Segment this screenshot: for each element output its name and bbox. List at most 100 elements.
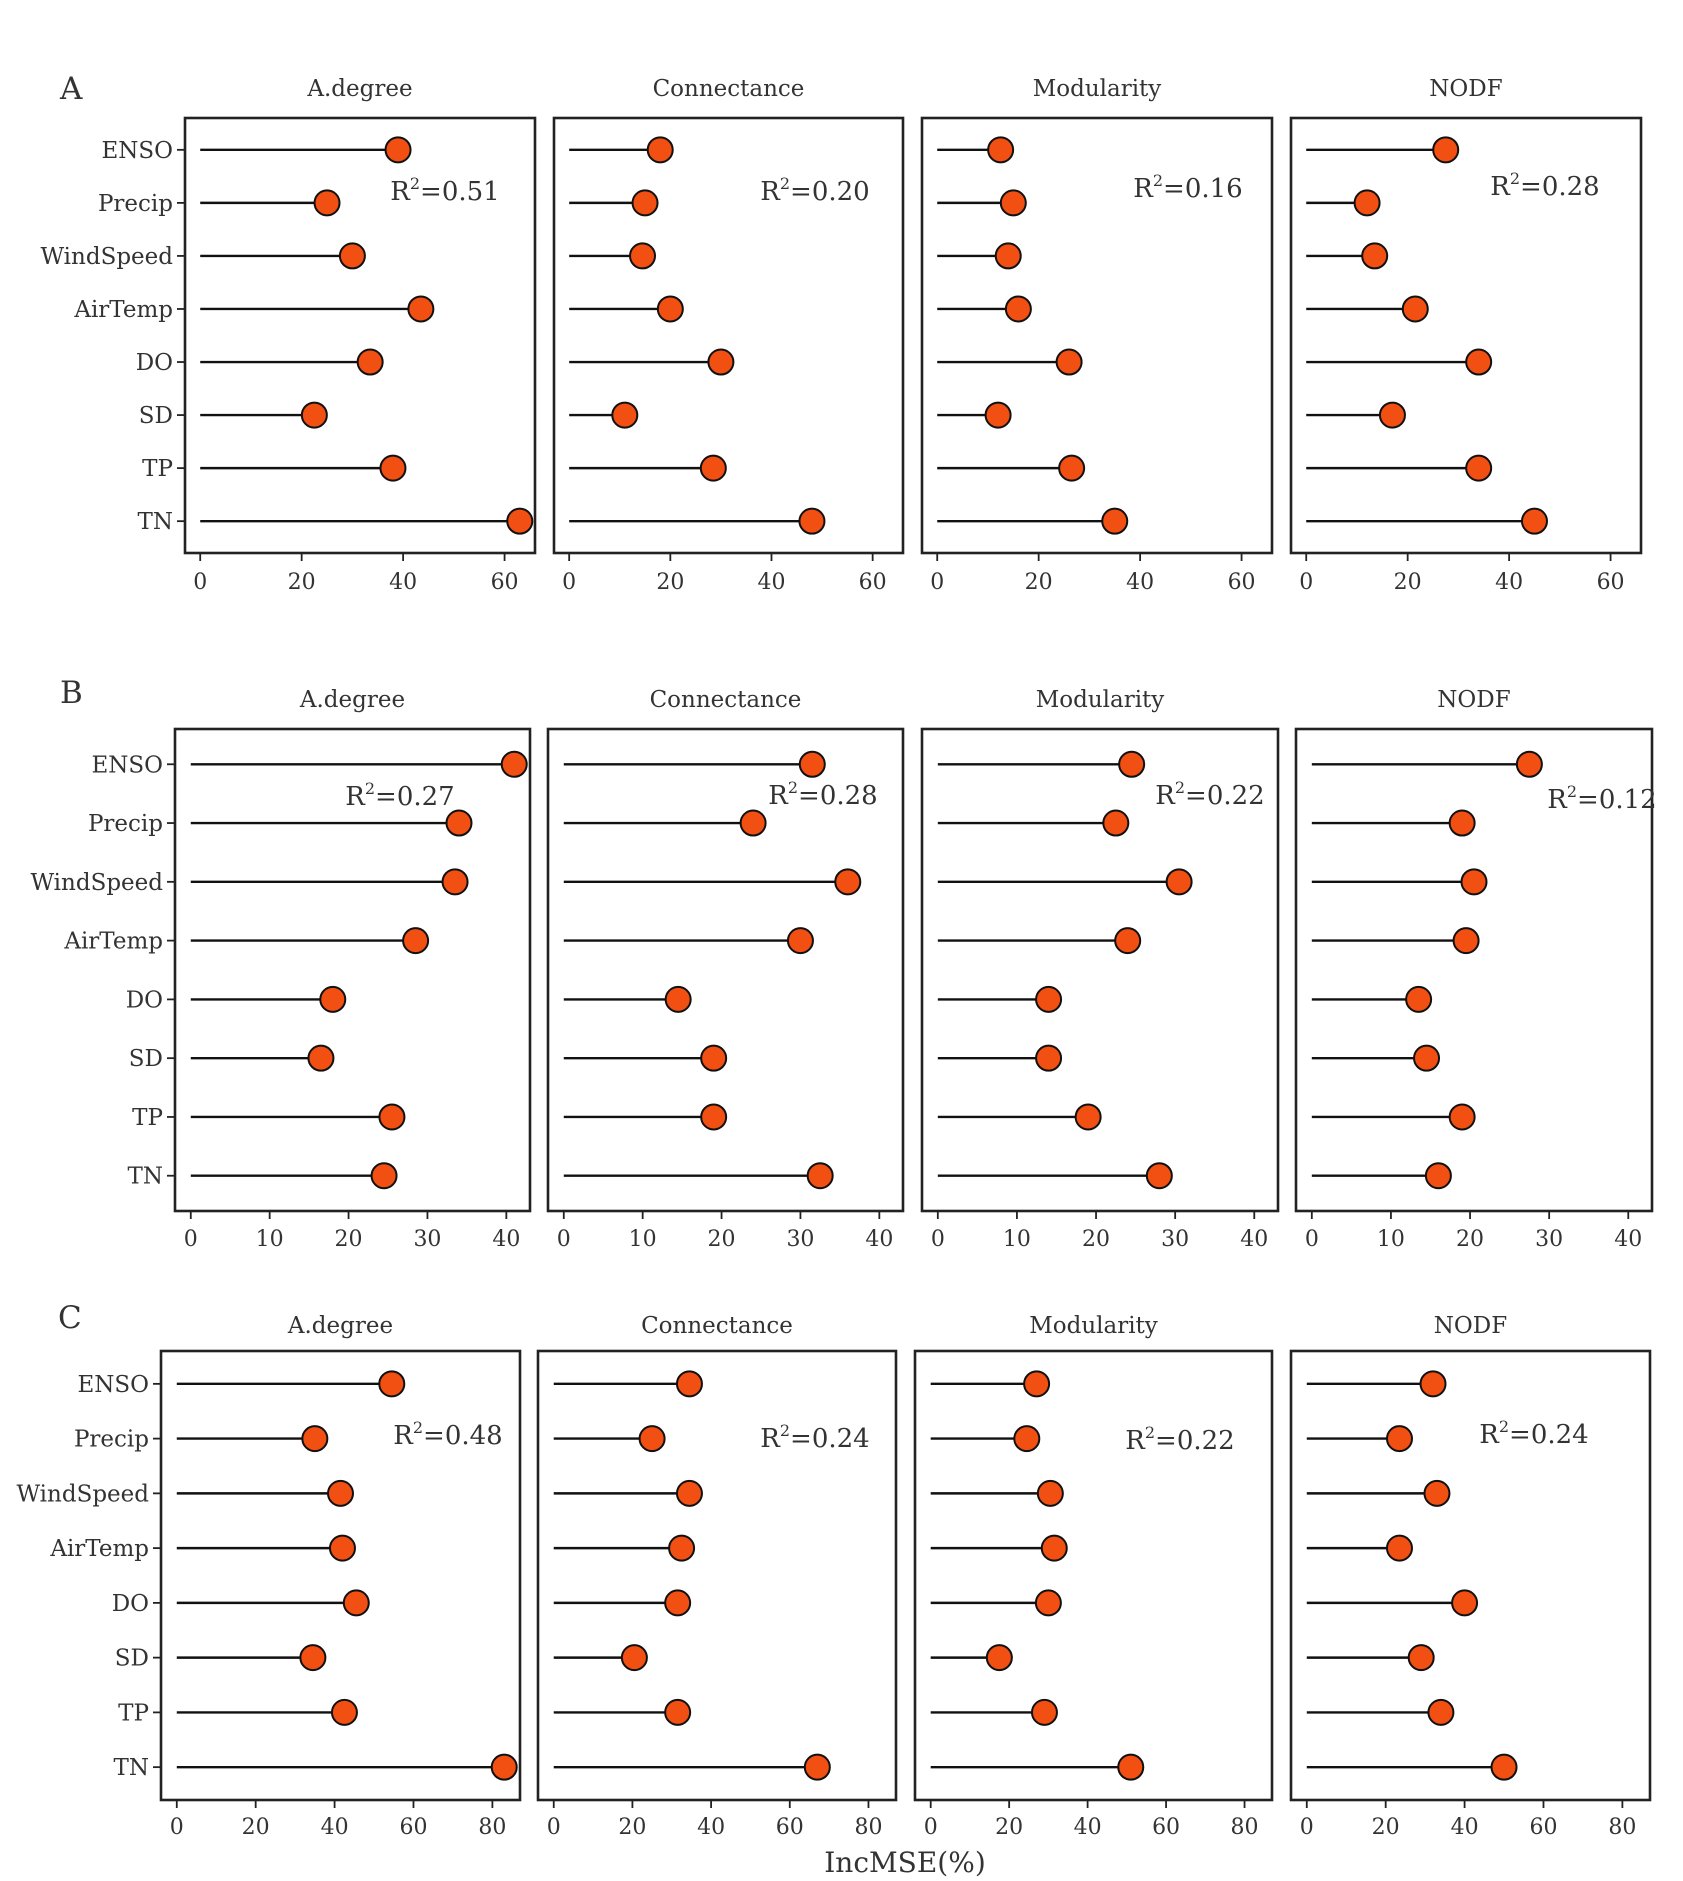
lollipop-point-precip (739, 809, 767, 837)
lollipop-point-tp (1030, 1698, 1058, 1726)
x-tick-label: 20 (1394, 570, 1422, 595)
x-tick-label: 20 (656, 570, 684, 595)
category-label-windspeed: WindSpeed (16, 1481, 149, 1507)
x-tick-label: 0 (170, 1815, 184, 1840)
r-squared-label: R2=0.48 (393, 1418, 502, 1451)
panel-title: NODF (1434, 1313, 1507, 1339)
plot-area: A A.degree ENSO Precip WindSpeed AirTemp DO SD T… (16, 71, 1656, 1840)
lollipop-point-tp (330, 1698, 358, 1726)
lollipop-point-tp (699, 454, 727, 482)
x-tick-label: 80 (854, 1815, 882, 1840)
panel-b-4: NODF 0 10 20 30 40 R2=0.12 (1294, 687, 1657, 1252)
r-squared-label: R2=0.27 (345, 779, 454, 812)
x-tick-label: 0 (1300, 1815, 1314, 1840)
lollipop-point-precip (301, 1425, 329, 1453)
lollipop-point-do (356, 348, 384, 376)
x-tick-label: 40 (1240, 1227, 1268, 1252)
lollipop-point-precip (631, 189, 659, 217)
panel-title: A.degree (287, 1313, 393, 1339)
lollipop-point-enso (1515, 750, 1543, 778)
lollipop-point-sd (307, 1044, 335, 1072)
lollipop-point-tn (1101, 507, 1129, 535)
x-tick-label: 20 (708, 1227, 736, 1252)
panel-title: A.degree (299, 687, 405, 713)
lollipop-point-precip (313, 189, 341, 217)
category-label-tp: TP (132, 1105, 163, 1131)
lollipop-point-windspeed (327, 1479, 354, 1507)
lollipop-point-sd (620, 1644, 648, 1672)
lollipop-point-enso (1023, 1370, 1051, 1398)
x-tick-label: 40 (1451, 1815, 1479, 1840)
lollipop-point-sd (984, 401, 1012, 429)
panel-title: Modularity (1029, 1313, 1158, 1339)
x-tick-label: 20 (1082, 1227, 1110, 1252)
x-tick-label: 60 (1228, 570, 1256, 595)
panel-frame (1294, 727, 1654, 1213)
category-label-sd: SD (115, 1646, 149, 1672)
lollipop-point-do (707, 348, 735, 376)
x-tick-label: 0 (924, 1815, 938, 1840)
lollipop-point-airtemp (328, 1534, 356, 1562)
r-squared-label: R2=0.24 (1479, 1417, 1588, 1450)
lollipop-point-windspeed (338, 242, 366, 270)
lollipop-point-tp (700, 1103, 728, 1131)
x-tick-label: 0 (931, 1227, 945, 1252)
category-label-enso: ENSO (77, 1372, 149, 1398)
x-tick-label: 0 (1299, 570, 1313, 595)
r-squared-label: R2=0.22 (1125, 1423, 1234, 1456)
panel-b-3: Modularity 0 10 20 30 40 R2=0.22 (920, 687, 1280, 1252)
x-tick-label: 20 (1025, 570, 1053, 595)
x-tick-label: 40 (321, 1815, 349, 1840)
x-tick-label: 0 (1305, 1227, 1319, 1252)
lollipop-point-airtemp (668, 1534, 696, 1562)
x-tick-label: 20 (1456, 1227, 1484, 1252)
lollipop-point-tp (1074, 1103, 1102, 1131)
x-tick-label: 60 (491, 570, 519, 595)
category-label-enso: ENSO (91, 752, 163, 778)
x-tick-label: 60 (1529, 1815, 1557, 1840)
category-label-do: DO (112, 1591, 149, 1617)
lollipop-point-windspeed (1165, 868, 1193, 896)
x-tick-label: 30 (1161, 1227, 1189, 1252)
x-tick-label: 20 (242, 1815, 270, 1840)
lollipop-point-do (1451, 1589, 1479, 1617)
category-label-precip: Precip (74, 1427, 149, 1453)
r-squared-label: R2=0.28 (1490, 169, 1599, 202)
lollipop-point-tn (806, 1162, 834, 1190)
panel-frame (183, 116, 537, 555)
category-label-enso: ENSO (101, 138, 173, 164)
lollipop-point-airtemp (1385, 1534, 1413, 1562)
panel-a-2: Connectance 0 20 40 60 R2=0.20 (552, 76, 905, 595)
lollipop-point-do (319, 985, 347, 1013)
panel-a-3: Modularity 0 20 40 60 R2=0.16 (920, 76, 1274, 595)
lollipop-point-precip (999, 189, 1027, 217)
lollipop-point-airtemp (1452, 927, 1480, 955)
x-tick-label: 10 (256, 1227, 284, 1252)
lollipop-point-precip (1353, 189, 1381, 217)
lollipop-point-windspeed (675, 1479, 703, 1507)
x-tick-label: 40 (492, 1227, 520, 1252)
lollipop-point-airtemp (656, 295, 684, 323)
lollipop-point-tn (506, 507, 534, 535)
lollipop-point-tn (803, 1753, 831, 1781)
x-tick-label: 40 (1126, 570, 1154, 595)
x-tick-label: 0 (562, 570, 576, 595)
panel-b-2: Connectance 0 10 20 30 40 R2=0.28 (546, 687, 905, 1252)
row-label-c: C (58, 1300, 82, 1336)
lollipop-point-do (664, 1589, 692, 1617)
lollipop-point-tn (490, 1753, 518, 1781)
lollipop-point-sd (300, 401, 328, 429)
x-axis-title: IncMSE(%) (824, 1846, 986, 1879)
lollipop-point-tn (1117, 1753, 1145, 1781)
r-squared-label: R2=0.20 (760, 174, 869, 207)
lollipop-point-tp (1058, 454, 1086, 482)
lollipop-point-airtemp (407, 295, 435, 323)
panel-c-1: A.degree ENSO Precip WindSpeed AirTemp DO SD TP… (16, 1313, 522, 1840)
x-tick-label: 60 (1152, 1815, 1180, 1840)
x-tick-label: 30 (1535, 1227, 1563, 1252)
x-tick-label: 60 (859, 570, 887, 595)
x-tick-label: 40 (1614, 1227, 1642, 1252)
category-label-windspeed: WindSpeed (40, 244, 173, 270)
panel-frame (159, 1349, 522, 1802)
lollipop-point-tn (1424, 1162, 1452, 1190)
